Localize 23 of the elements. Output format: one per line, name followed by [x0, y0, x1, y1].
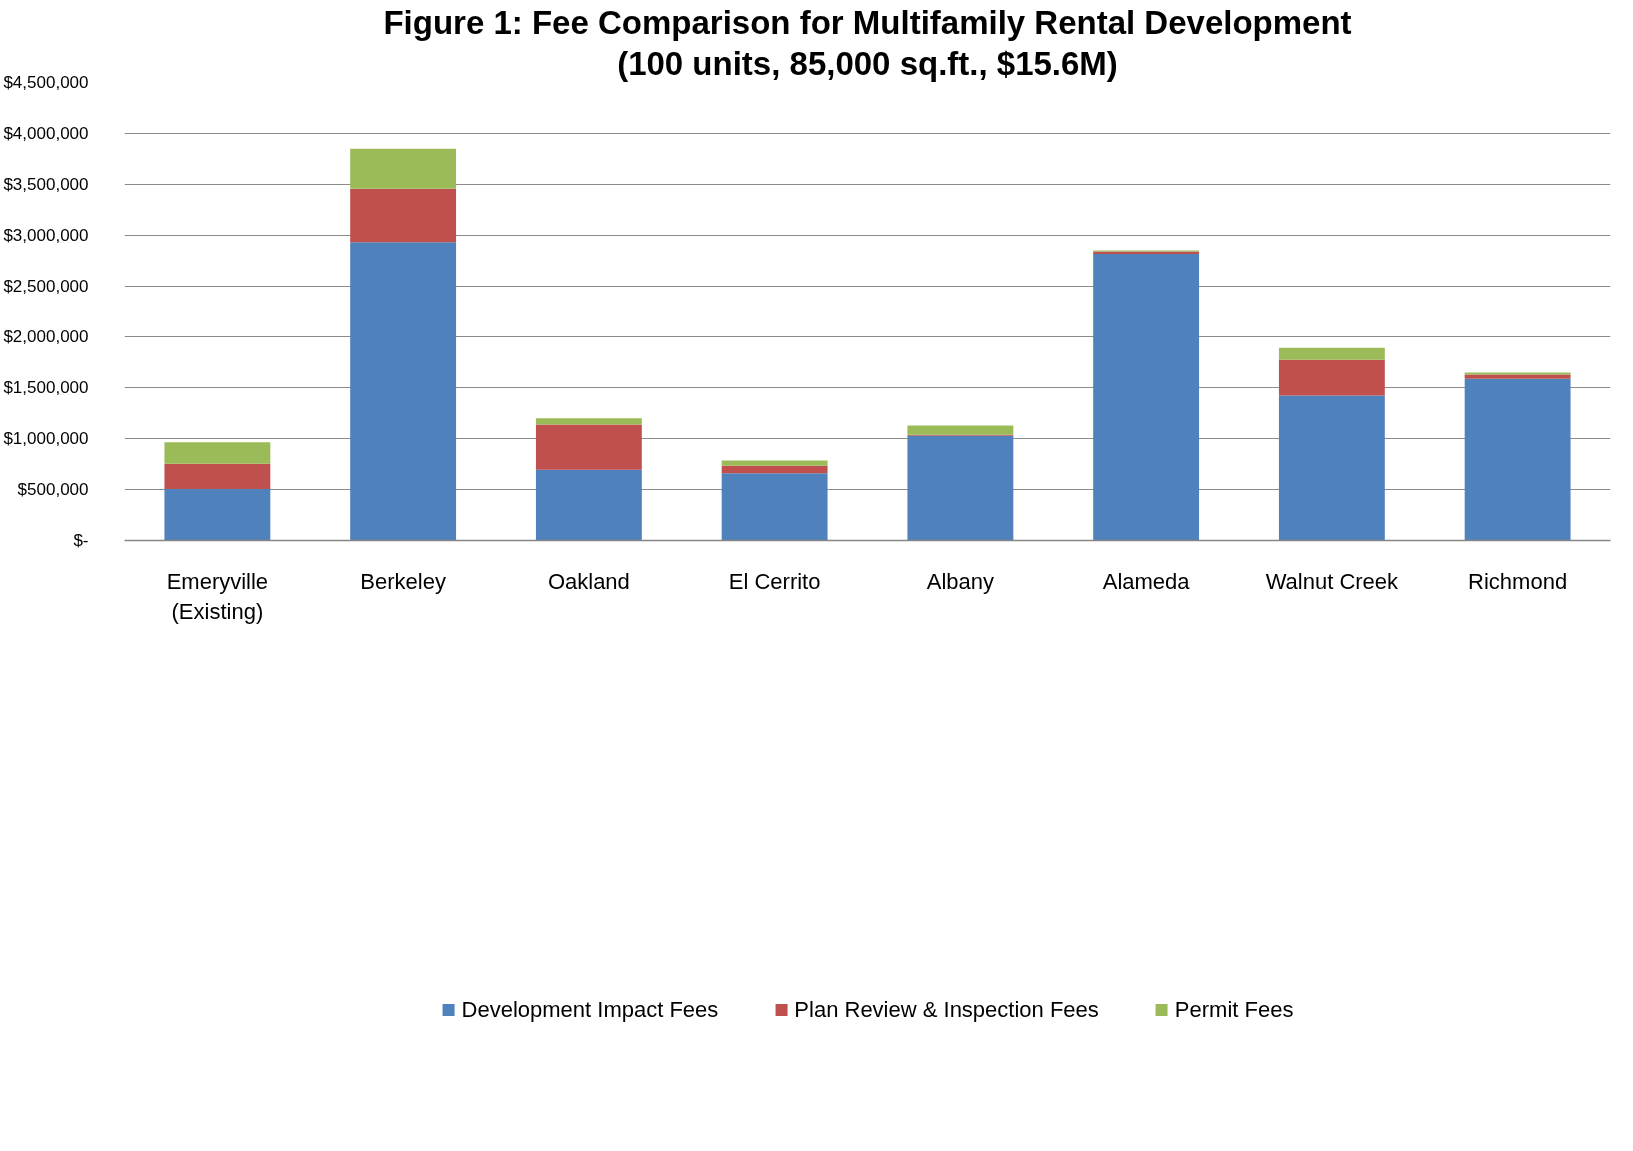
- x-tick-label: Richmond: [1468, 568, 1568, 594]
- y-tick-label: $2,500,000: [3, 276, 89, 296]
- x-tick-label: Berkeley: [360, 568, 446, 594]
- x-tick-label: El Cerrito: [728, 568, 821, 594]
- y-tick-label: $-: [73, 531, 89, 550]
- y-tick-label: $1,500,000: [3, 378, 89, 398]
- x-tick-label: Albany: [926, 568, 995, 594]
- legend-label: Development Impact Fees: [461, 996, 719, 1023]
- y-tick-label: $4,500,000: [3, 73, 89, 92]
- y-tick-label: $2,000,000: [3, 327, 89, 347]
- x-tick-label: Emeryville (Existing): [166, 568, 269, 624]
- x-tick-label: Oakland: [547, 568, 630, 594]
- legend-label: Permit Fees: [1174, 996, 1294, 1023]
- chart-subtitle: (100 units, 85,000 sq.ft., $15.6M): [617, 44, 1118, 82]
- x-tick-label: Walnut Creek: [1265, 568, 1400, 594]
- legend-label: Plan Review & Inspection Fees: [794, 996, 1099, 1023]
- x-tick-label: Alameda: [1102, 568, 1191, 594]
- y-tick-label: $4,000,000: [3, 123, 89, 143]
- y-tick-label: $500,000: [17, 480, 89, 500]
- y-tick-label: $3,000,000: [3, 225, 89, 245]
- y-tick-label: $3,500,000: [3, 174, 89, 194]
- y-tick-label: $1,000,000: [3, 429, 89, 449]
- chart-title: Figure 1: Fee Comparison for Multifamily Rental Development: [383, 3, 1352, 41]
